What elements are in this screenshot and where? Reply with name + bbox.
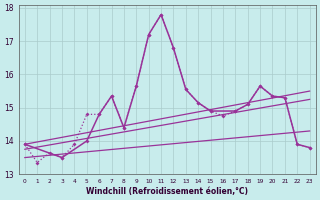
X-axis label: Windchill (Refroidissement éolien,°C): Windchill (Refroidissement éolien,°C) <box>86 187 248 196</box>
